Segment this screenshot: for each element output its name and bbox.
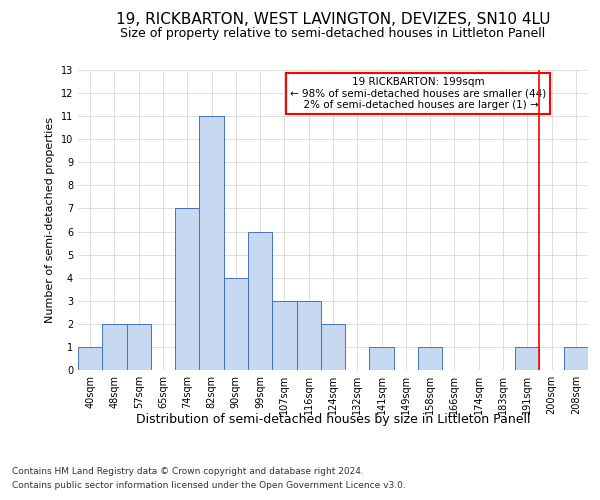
Bar [564,347,588,370]
Bar [515,347,539,370]
Bar [321,324,345,370]
Bar [199,116,224,370]
Bar [127,324,151,370]
Text: Distribution of semi-detached houses by size in Littleton Panell: Distribution of semi-detached houses by … [136,412,530,426]
Bar [296,301,321,370]
Bar [272,301,296,370]
Text: Size of property relative to semi-detached houses in Littleton Panell: Size of property relative to semi-detach… [121,28,545,40]
Text: 19, RICKBARTON, WEST LAVINGTON, DEVIZES, SN10 4LU: 19, RICKBARTON, WEST LAVINGTON, DEVIZES,… [116,12,550,28]
Bar [418,347,442,370]
Text: 19 RICKBARTON: 199sqm
← 98% of semi-detached houses are smaller (44)
  2% of sem: 19 RICKBARTON: 199sqm ← 98% of semi-deta… [290,77,546,110]
Bar [78,347,102,370]
Bar [224,278,248,370]
Y-axis label: Number of semi-detached properties: Number of semi-detached properties [45,117,55,323]
Bar [370,347,394,370]
Bar [248,232,272,370]
Text: Contains HM Land Registry data © Crown copyright and database right 2024.: Contains HM Land Registry data © Crown c… [12,468,364,476]
Bar [175,208,199,370]
Bar [102,324,127,370]
Text: Contains public sector information licensed under the Open Government Licence v3: Contains public sector information licen… [12,481,406,490]
